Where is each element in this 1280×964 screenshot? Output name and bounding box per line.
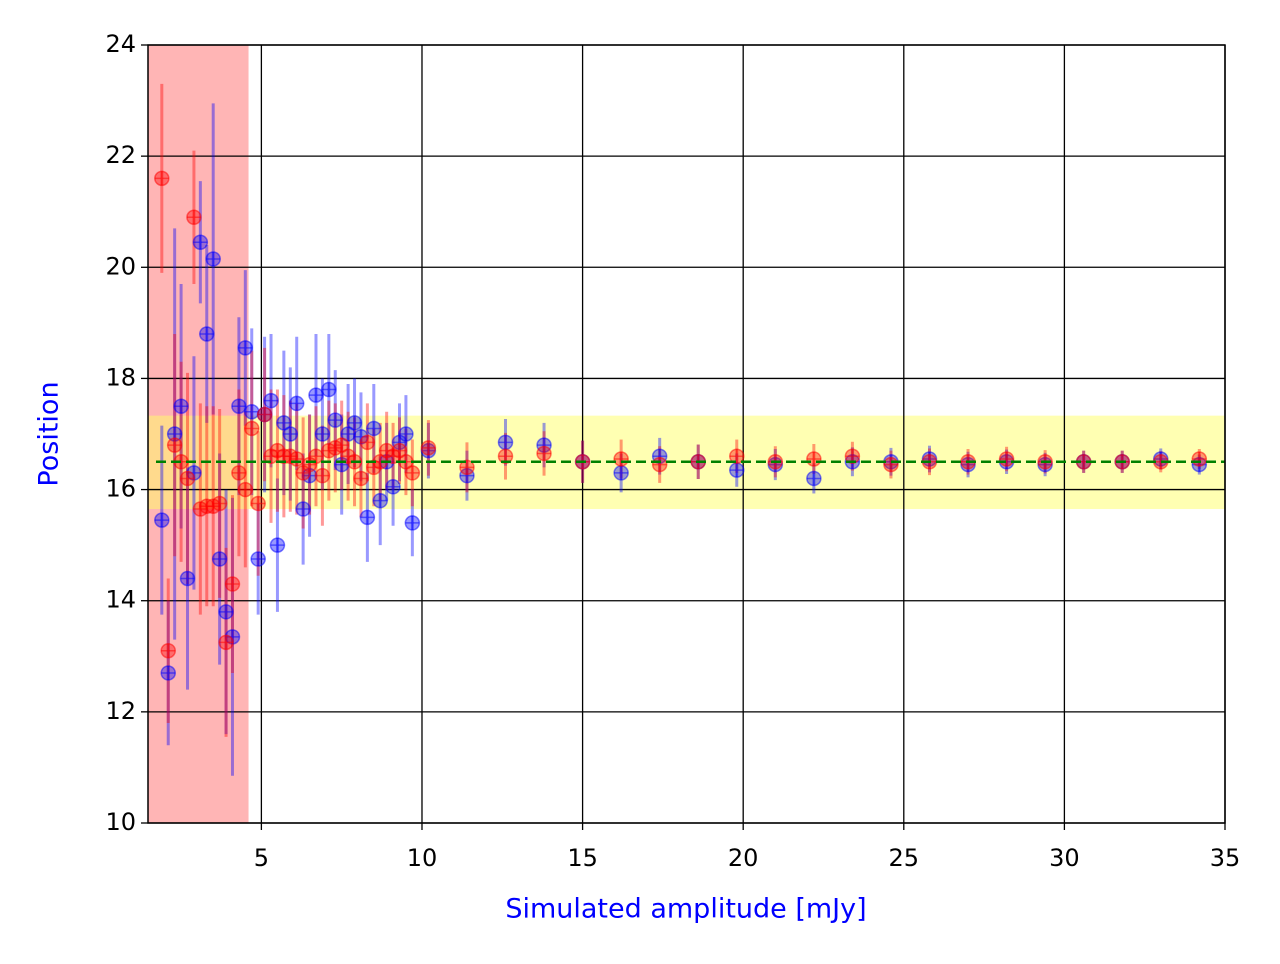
y-tick-label: 14: [105, 586, 136, 614]
y-tick-label: 20: [105, 252, 136, 280]
marker-cross: [174, 399, 189, 414]
y-tick-label: 18: [105, 363, 136, 391]
marker-cross: [729, 449, 744, 464]
marker-cross: [238, 340, 253, 355]
marker-cross: [251, 496, 266, 511]
marker-cross: [360, 510, 375, 525]
marker-cross: [264, 393, 279, 408]
plot-frame: [147, 44, 1226, 824]
marker-cross: [199, 326, 214, 341]
marker-cross: [161, 665, 176, 680]
x-tick-label: 15: [567, 844, 598, 872]
marker-cross: [154, 513, 169, 528]
marker-cross: [154, 171, 169, 186]
marker-cross: [315, 468, 330, 483]
marker-cross: [167, 438, 182, 453]
marker-cross: [537, 446, 552, 461]
marker-cross: [231, 399, 246, 414]
marker-cross: [186, 210, 201, 225]
marker-cross: [883, 457, 898, 472]
marker-cross: [289, 396, 304, 411]
marker-cross: [244, 404, 259, 419]
marker-cross: [614, 452, 629, 467]
marker-cross: [999, 452, 1014, 467]
marker-cross: [405, 515, 420, 530]
marker-cross: [225, 577, 240, 592]
y-tick-label: 16: [105, 475, 136, 503]
marker-cross: [806, 452, 821, 467]
y-tick-label: 12: [105, 697, 136, 725]
marker-cross: [257, 407, 272, 422]
marker-cross: [334, 438, 349, 453]
marker-cross: [180, 471, 195, 486]
marker-cross: [405, 465, 420, 480]
x-axis-label: Simulated amplitude [mJy]: [505, 894, 866, 925]
marker-cross: [1192, 452, 1207, 467]
marker-cross: [180, 571, 195, 586]
marker-cross: [366, 421, 381, 436]
marker-cross: [206, 251, 221, 266]
marker-cross: [231, 465, 246, 480]
marker-cross: [328, 413, 343, 428]
marker-cross: [308, 388, 323, 403]
marker-cross: [360, 435, 375, 450]
marker-cross: [315, 427, 330, 441]
marker-cross: [459, 460, 474, 475]
marker-cross: [373, 493, 388, 508]
x-tick-label: 5: [254, 844, 269, 872]
y-tick-label: 10: [105, 808, 136, 836]
marker-cross: [296, 502, 311, 517]
marker-cross: [386, 479, 401, 494]
marker-cross: [321, 382, 336, 397]
y-tick-label: 22: [105, 141, 136, 169]
marker-cross: [212, 552, 227, 567]
marker-cross: [161, 643, 176, 658]
marker-cross: [212, 496, 227, 511]
marker-cross: [238, 482, 253, 497]
marker-cross: [219, 604, 234, 619]
marker-cross: [652, 457, 667, 472]
y-tick-label: 24: [105, 30, 136, 58]
marker-cross: [244, 421, 259, 436]
marker-cross: [729, 463, 744, 478]
marker-cross: [353, 471, 368, 486]
x-tick-label: 20: [728, 844, 759, 872]
marker-cross: [289, 452, 304, 467]
x-tick-label: 35: [1210, 844, 1241, 872]
marker-cross: [251, 552, 266, 567]
marker-cross: [283, 427, 298, 441]
x-tick-label: 25: [889, 844, 920, 872]
marker-cross: [276, 415, 291, 430]
marker-cross: [219, 635, 234, 650]
marker-cross: [270, 538, 285, 553]
marker-cross: [421, 440, 436, 455]
marker-cross: [398, 427, 413, 441]
marker-cross: [392, 443, 407, 458]
marker-cross: [498, 435, 513, 450]
marker-cross: [347, 415, 362, 430]
x-tick-label: 30: [1049, 844, 1080, 872]
x-tick-label: 10: [407, 844, 438, 872]
y-axis-label: Position: [34, 381, 65, 486]
marker-cross: [341, 427, 356, 441]
marker-cross: [806, 471, 821, 486]
marker-cross: [193, 235, 208, 250]
marker-cross: [614, 465, 629, 480]
